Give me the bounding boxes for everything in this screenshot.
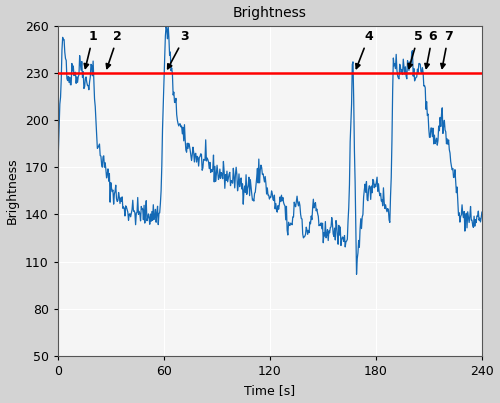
- Text: 5: 5: [408, 30, 422, 69]
- Text: 3: 3: [168, 30, 190, 69]
- Text: 4: 4: [356, 30, 373, 69]
- X-axis label: Time [s]: Time [s]: [244, 384, 296, 397]
- Text: 6: 6: [425, 30, 436, 68]
- Y-axis label: Brightness: Brightness: [6, 158, 19, 224]
- Text: 2: 2: [106, 30, 122, 69]
- Text: 7: 7: [441, 30, 452, 68]
- Text: 1: 1: [84, 30, 98, 68]
- Title: Brightness: Brightness: [233, 6, 306, 20]
